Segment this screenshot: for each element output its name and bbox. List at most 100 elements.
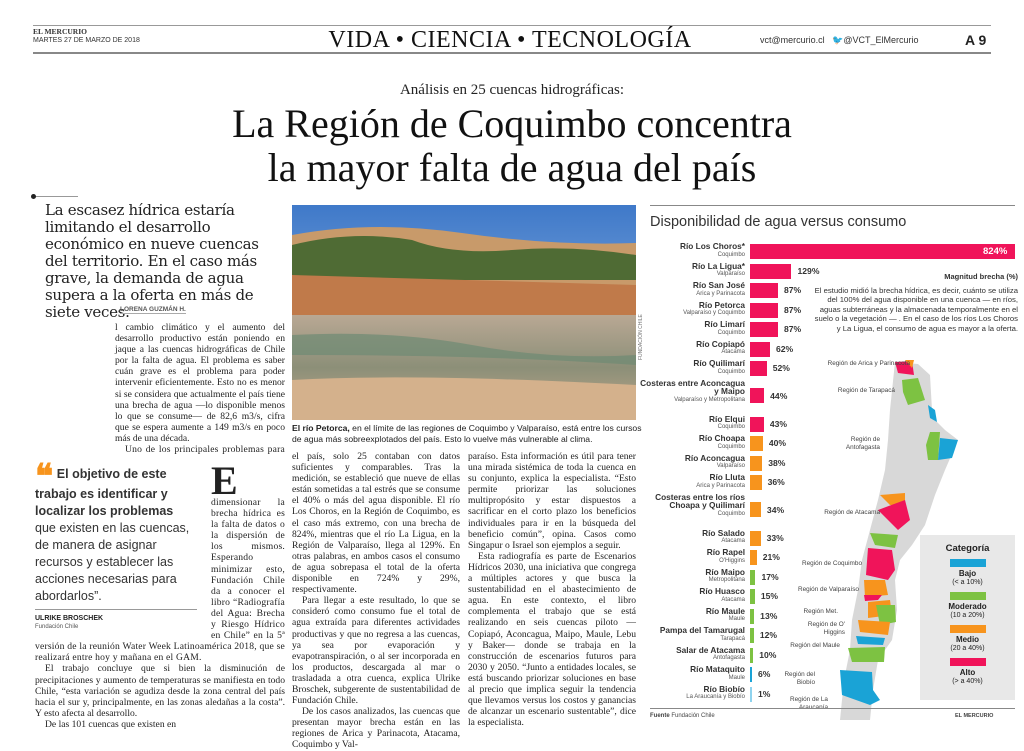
bar-value: 33% (766, 532, 784, 543)
map-legend: Categoría Bajo (< a 10%) Moderado (10 a 20%… (920, 535, 1015, 700)
bar-label: Río Lluta Arica y Parinacota (640, 473, 745, 490)
bar-label: Río Elqui Coquimbo (640, 414, 745, 432)
chart-source: Fuente Fundación Chile (650, 713, 715, 719)
bar-value: 44% (770, 390, 788, 401)
bar (750, 686, 752, 702)
legend-range: (20 a 40%) (950, 645, 985, 652)
page-number: A 9 (965, 32, 987, 48)
legend-swatch (949, 592, 986, 600)
bar-row: Río Limarí Coquimbo 87% (640, 320, 1020, 340)
map-region-ohiggins (858, 620, 890, 635)
basin-region: Coquimbo (717, 510, 745, 517)
quote-text: que existen en las cuencas, de manera de… (35, 521, 190, 603)
bar-label: Río San José Arica y Parinacota (640, 281, 745, 298)
bar-row: Río Salado Atacama 33% (640, 528, 1020, 549)
paragraph: De los casos analizados, las cuencas que… (292, 706, 460, 751)
bar-label: Río Huasco Atacama (640, 587, 745, 604)
bar (750, 667, 752, 682)
basin-region: Valparaíso (716, 271, 745, 278)
chile-map (840, 360, 958, 720)
map-region-biobio (840, 670, 880, 705)
bar-label: Río Mataquito Maule (640, 665, 745, 682)
legend-range: (< a 10%) (952, 579, 983, 586)
quote-author: ULRIKE BROSCHEK (35, 615, 104, 622)
source-label: Fuente (650, 713, 670, 719)
bar-row: Río Copiapó Atacama 62% (640, 338, 1020, 360)
bar-value: 87% (783, 304, 802, 315)
bar (750, 475, 762, 490)
bar (750, 628, 754, 643)
note-text: El estudio midió la brecha hídrica, es d… (814, 285, 1018, 333)
map-region-label: Región de Arica y Parinacota (827, 360, 910, 367)
map-region-antofagasta (928, 405, 937, 422)
column-2: el país, solo 25 contaban con datos sufi… (292, 451, 460, 751)
map-region-label: Región de O' Higgins (807, 621, 845, 636)
basin-name: Salar de Atacama (676, 644, 745, 655)
bar-value: 13% (760, 610, 778, 621)
bar-row: Río Elqui Coquimbo 43% (640, 414, 1020, 435)
bar-value: 62% (775, 343, 794, 354)
header-rule (33, 52, 991, 54)
bar-row: Río Choapa Coquimbo 40% (640, 434, 1020, 454)
bar-value: 17% (761, 571, 779, 582)
map-region-label: Región de Valparaíso (798, 586, 859, 593)
bar (750, 341, 770, 357)
byline: LORENA GUZMÁN H. (120, 306, 186, 314)
bar-row: Río Mataquito Maule 6% (640, 665, 1020, 685)
email-link[interactable]: vct@mercurio.cl (760, 35, 825, 45)
bar-value: 52% (772, 363, 790, 373)
basin-region: Atacama (721, 596, 745, 603)
basin-name: Río Lluta (709, 472, 746, 482)
basin-region: Valparaíso y Metropolitana (674, 396, 745, 403)
deck-rule (33, 196, 78, 197)
chart-title: Disponibilidad de agua versus consumo (650, 214, 907, 230)
bar-row: Río Huasco Atacama 15% (640, 587, 1020, 607)
bar-row: Costeras entre Aconcagua y Maipo Valparaí… (640, 377, 1020, 415)
map-region-label: Región Met. (803, 608, 838, 615)
bar-value: 6% (758, 669, 771, 679)
bar (750, 244, 1015, 259)
river-photo (292, 205, 636, 420)
basin-name: Río Los Choros* (680, 241, 745, 251)
bar-value: 87% (783, 324, 802, 334)
map-region-atacama (880, 493, 905, 505)
bar-label: Pampa del Tamarugal Tarapacá (640, 626, 745, 643)
twitter-handle[interactable]: @VCT_ElMercurio (843, 35, 919, 45)
paragraph: Para llegar a este resultado, lo que se … (292, 595, 460, 707)
basin-region: Antofagasta (712, 655, 745, 662)
basin-name: Río Choapa (698, 433, 745, 443)
bar-row: Salar de Atacama Antofagasta 10% (640, 644, 1020, 666)
bar (750, 361, 767, 376)
basin-name: Río La Ligua* (691, 260, 745, 271)
bar-row: Río San José Arica y Parinacota 87% (640, 281, 1020, 301)
basin-name: Río Copiapó (696, 338, 745, 349)
spacer (35, 322, 115, 463)
bar-value: 38% (768, 457, 786, 468)
body-columns: el país, solo 25 contaban con datos sufi… (292, 451, 642, 751)
basin-region: Maule (728, 674, 745, 681)
bar-value: 36% (767, 477, 785, 487)
pull-quote: ❝ El objetivo de este trabajo es identif… (35, 460, 197, 605)
legend-range: (10 a 20%) (950, 612, 985, 619)
bar-row: Pampa del Tamarugal Tarapacá 12% (640, 626, 1020, 646)
bar-value: 15% (760, 591, 779, 601)
legend-label: Bajo (958, 569, 977, 578)
bar-row: Río Petorca Valparaíso y Coquimbo 87% (640, 300, 1020, 321)
map-region-valparaiso (864, 580, 888, 597)
bar-label: Río Los Choros* Coquimbo (640, 242, 745, 259)
caption-text: en el límite de las regiones de Coquimbo… (292, 423, 642, 444)
bar-row: Río Los Choros* Coquimbo 824% (640, 242, 1020, 262)
caption-bold: El río Petorca, (292, 423, 350, 433)
chart-brand: EL MERCURIO (955, 713, 994, 719)
bar-value: 40% (768, 438, 787, 448)
column-1: ❝ El objetivo de este trabajo es identif… (35, 322, 285, 730)
map-region-atacama (878, 500, 910, 530)
bar-row: Río Quilimarí Coquimbo 52% (640, 359, 1020, 379)
map-region-label: Región del Biobío (784, 671, 815, 686)
top-rule (33, 25, 991, 26)
legend-range: (> a 40%) (952, 678, 983, 685)
bar-value: 10% (759, 649, 777, 660)
basin-region: Coquimbo (717, 329, 745, 336)
map-region-label: Región de Antofagasta (845, 436, 880, 451)
basin-name: Costeras entre Aconcagua y Maipo (640, 377, 745, 397)
